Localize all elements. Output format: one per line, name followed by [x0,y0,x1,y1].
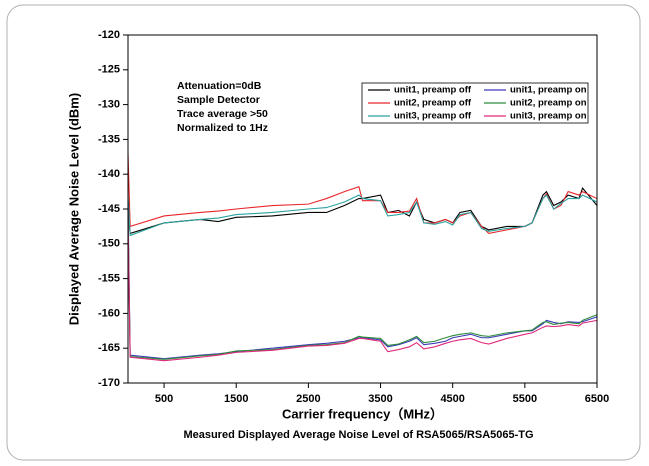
legend-label: unit3, preamp off [394,111,472,122]
chart-title: Measured Displayed Average Noise Level o… [183,429,533,441]
legend-box [361,82,589,124]
annotation: Trace average >50 [177,108,268,120]
legend-label: unit3, preamp on [510,111,587,122]
x-tick-label: 6500 [585,393,609,405]
y-tick-label: -145 [98,203,120,215]
x-axis-label: Carrier frequency（MHz） [282,406,443,421]
legend-label: unit2, preamp off [394,98,472,109]
x-tick-label: 1500 [224,393,248,405]
series-line [127,187,598,235]
x-tick-label: 500 [155,393,173,405]
x-tick-label: 2500 [296,393,320,405]
plot-frame [127,34,598,384]
y-tick-label: -165 [98,342,120,354]
y-tick-label: -150 [98,238,120,250]
y-tick-label: -135 [98,133,120,145]
series-line [127,208,598,360]
x-tick-label: 4500 [440,393,464,405]
series-line [127,194,598,237]
series-line [127,202,598,360]
annotation: Sample Detector [177,94,260,106]
x-tick-label: 3500 [368,393,392,405]
legend-label: unit1, preamp off [394,85,472,96]
legend-label: unit2, preamp on [510,98,587,109]
series-line [127,215,598,362]
y-axis-label: Displayed Average Noise Level (dBm) [66,93,81,325]
y-tick-label: -130 [98,99,120,111]
annotation: Normalized to 1Hz [177,122,268,134]
y-tick-label: -160 [98,307,120,319]
y-tick-label: -125 [98,64,120,76]
y-tick-label: -120 [98,29,120,41]
y-tick-label: -140 [98,168,120,180]
x-tick-label: 5500 [513,393,537,405]
legend-label: unit1, preamp on [510,85,587,96]
y-tick-label: -155 [98,273,120,285]
annotation: Attenuation=0dB [177,80,262,92]
y-tick-label: -170 [98,377,120,389]
